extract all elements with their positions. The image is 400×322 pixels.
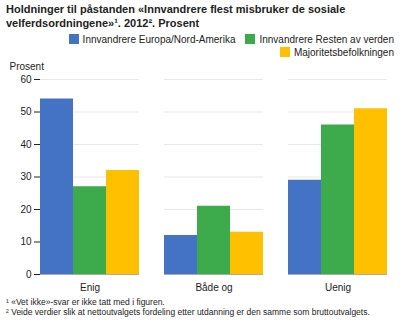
svg-text:30: 30 <box>20 171 32 182</box>
svg-text:20: 20 <box>20 203 32 214</box>
html-text:Innvandrere Europa/Nord-Amerik: Innvandrere Europa/Nord-Amerika <box>82 33 236 45</box>
svg-text:60: 60 <box>20 73 32 84</box>
svg-text:Både og: Både og <box>195 281 232 292</box>
html-text:² Veide verdier slik at nettou: ² Veide verdier slik at nettoutvalgets f… <box>6 307 370 318</box>
svg-text:0: 0 <box>26 268 32 279</box>
svg-text:10: 10 <box>20 236 32 247</box>
html-text:¹ «Vet ikke»-svar er ikke tatt: ¹ «Vet ikke»-svar er ikke tatt med i fig… <box>6 296 165 307</box>
svg-text:40: 40 <box>20 138 32 149</box>
html-text:Majoritetsbefolkningen: Majoritetsbefolkningen <box>293 46 394 58</box>
svg-text:50: 50 <box>20 106 32 117</box>
svg-text:Uenig: Uenig <box>325 281 351 292</box>
html-text:Innvandrere Resten av verden: Innvandrere Resten av verden <box>259 33 394 45</box>
html-text:Holdninger til påstanden «Innv: Holdninger til påstanden «Innvandrere fl… <box>6 3 346 29</box>
svg-text:Enig: Enig <box>80 281 100 292</box>
svg-text:Prosent: Prosent <box>10 60 45 71</box>
